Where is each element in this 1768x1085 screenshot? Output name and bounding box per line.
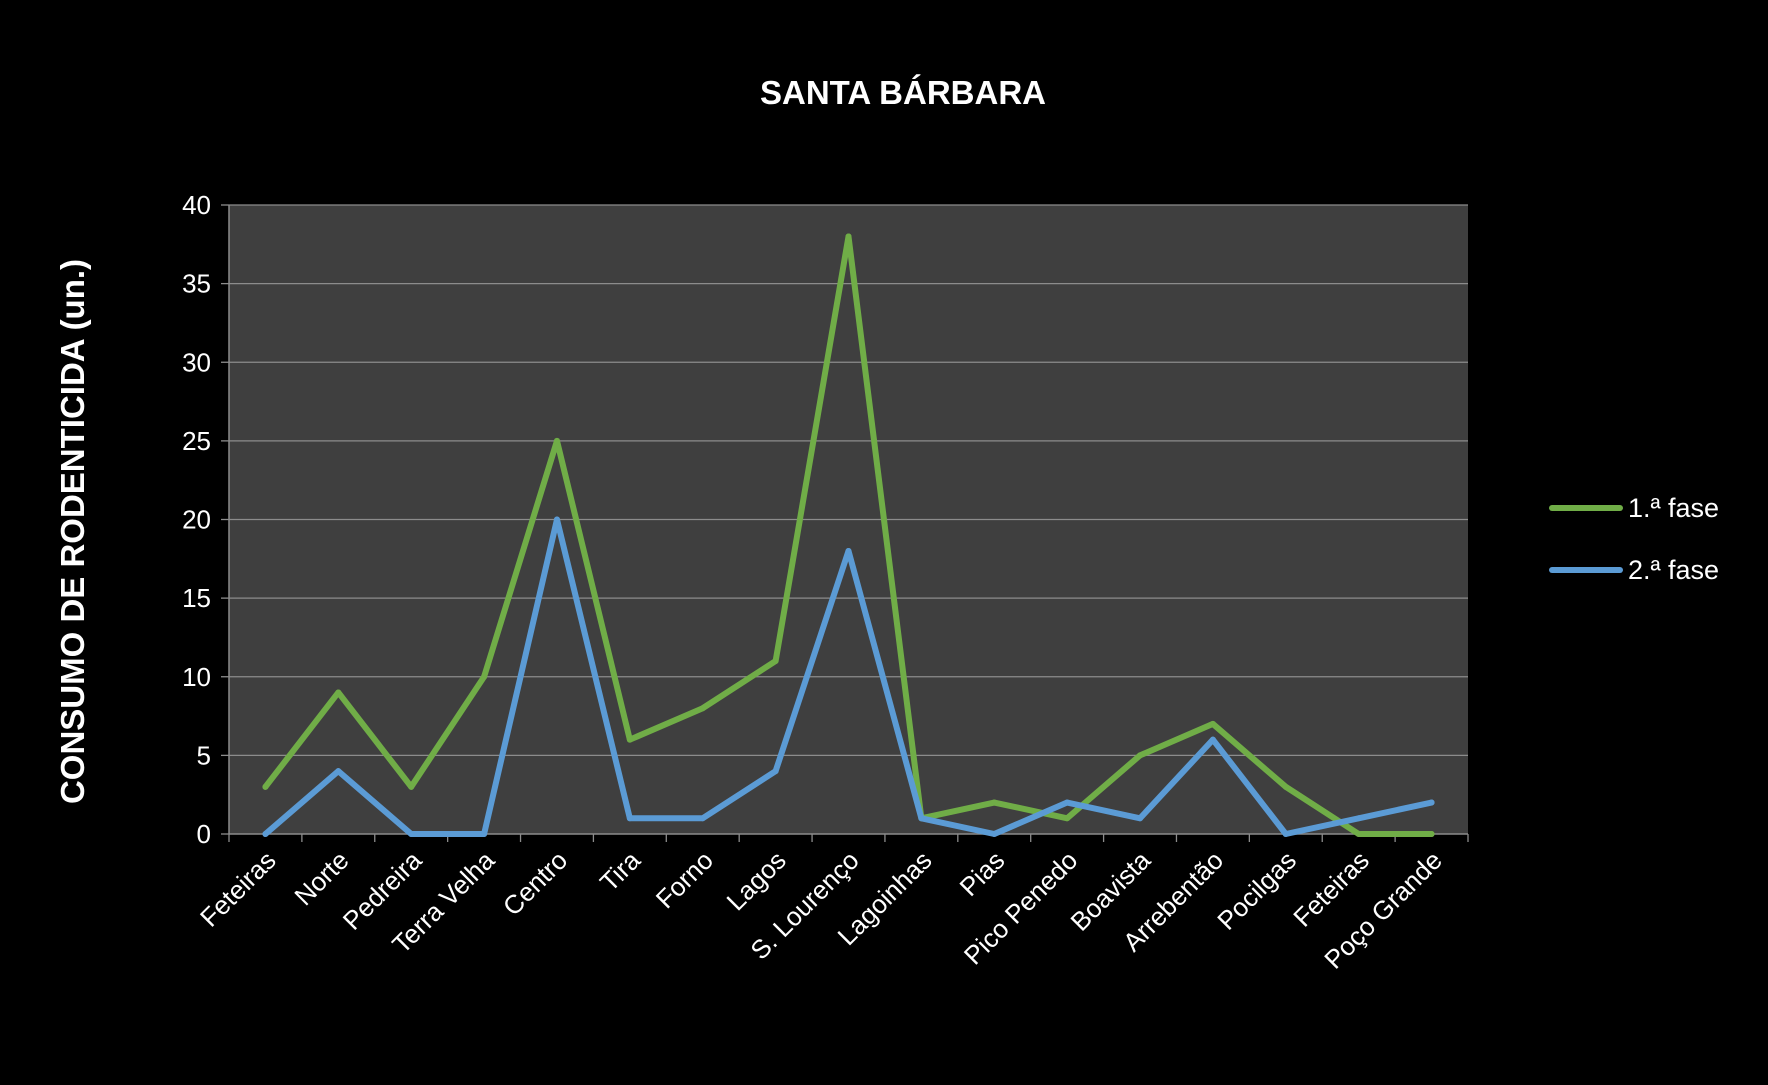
data-point (1428, 799, 1435, 806)
legend-label: 1.ª fase (1628, 493, 1719, 523)
legend-item: 1.ª fase (1549, 493, 1719, 523)
series-lines (262, 233, 1435, 837)
y-tick-label: 20 (182, 505, 211, 535)
x-tick-label: Tira (594, 845, 647, 898)
y-axis-label: CONSUMO DE RODENTICIDA (un.) (54, 259, 91, 804)
x-tick-label: Lagos (721, 845, 792, 916)
data-point (918, 815, 925, 822)
x-tick-label: Pias (954, 845, 1011, 902)
x-tick-label: Pocilgas (1211, 845, 1302, 936)
legend-item: 2.ª fase (1549, 555, 1719, 585)
series-1 (262, 233, 1435, 837)
data-point (845, 233, 852, 240)
y-tick-label: 5 (197, 740, 211, 770)
y-tick-label: 25 (182, 426, 211, 456)
data-point (772, 658, 779, 665)
data-point (1428, 831, 1435, 837)
data-point (553, 437, 560, 444)
data-point (408, 831, 415, 837)
data-point (1137, 752, 1144, 759)
data-point (1355, 815, 1362, 822)
series-2 (262, 516, 1435, 837)
y-tick-label: 15 (182, 583, 211, 613)
data-point (408, 783, 415, 790)
y-tick-label: 0 (197, 819, 211, 849)
data-point (772, 768, 779, 775)
data-point (699, 815, 706, 822)
data-point (1209, 736, 1216, 743)
x-tick-label: Centro (497, 845, 573, 921)
x-tick-label: Norte (288, 845, 354, 911)
data-point (262, 783, 269, 790)
data-point (1064, 799, 1071, 806)
data-point (481, 831, 488, 837)
data-point (1282, 831, 1289, 837)
data-point (626, 736, 633, 743)
data-point (1064, 815, 1071, 822)
data-point (626, 815, 633, 822)
x-tick-label: Forno (650, 845, 719, 914)
y-tick-label: 40 (182, 190, 211, 220)
y-tick-label: 35 (182, 269, 211, 299)
data-point (1137, 815, 1144, 822)
legend: 1.ª fase 2.ª fase (1549, 493, 1719, 585)
data-point (335, 768, 342, 775)
x-tick-label: Feteiras (194, 845, 282, 933)
data-point (1209, 720, 1216, 727)
y-tick-label: 30 (182, 347, 211, 377)
data-point (335, 689, 342, 696)
data-point (262, 831, 269, 837)
data-point (481, 673, 488, 680)
data-point (991, 799, 998, 806)
data-point (699, 705, 706, 712)
data-point (1355, 831, 1362, 837)
y-tick-label: 10 (182, 662, 211, 692)
chart-title: SANTA BÁRBARA (760, 74, 1046, 111)
data-point (1282, 783, 1289, 790)
data-point (845, 547, 852, 554)
legend-label: 2.ª fase (1628, 555, 1719, 585)
data-point (991, 831, 998, 837)
data-point (553, 516, 560, 523)
